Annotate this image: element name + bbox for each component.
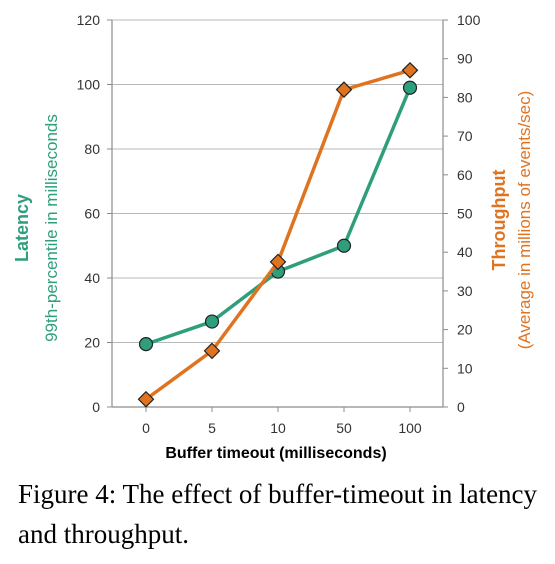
left-tick-label: 120 [77,12,101,28]
right-tick-label: 90 [457,51,473,67]
x-tick-label: 50 [336,420,352,436]
figure-caption: Figure 4: The effect of buffer-timeout i… [18,474,548,554]
latency-point [404,81,417,94]
x-tick-label: 5 [208,420,216,436]
left-tick-label: 80 [84,141,100,157]
left-tick-label: 0 [92,399,100,415]
right-tick-label: 20 [457,322,473,338]
left-axis-subtitle: 99th-percentile in milliseconds [42,114,61,342]
x-axis-label: Buffer timeout (milliseconds) [165,445,386,462]
latency-point [338,239,351,252]
latency-series-line [146,88,410,344]
throughput-point [403,63,418,78]
left-tick-label: 20 [84,335,100,351]
latency-point [206,315,219,328]
grid-lines [112,20,443,343]
right-tick-label: 30 [457,283,473,299]
x-tick-label: 10 [270,420,286,436]
latency-point [140,338,153,351]
right-axis-title: Throughput [489,170,509,271]
left-tick-label: 40 [84,270,100,286]
throughput-series-line [146,70,410,399]
series-layer [139,63,418,407]
right-tick-label: 50 [457,206,473,222]
x-tick-label: 100 [398,420,422,436]
right-tick-label: 70 [457,128,473,144]
left-axis-title: Latency [12,194,32,262]
right-axis-ticks: 0 10 20 30 40 50 60 70 80 90 100 [443,12,481,415]
right-tick-label: 60 [457,167,473,183]
x-tick-label: 0 [142,420,150,436]
right-tick-label: 0 [457,399,465,415]
right-tick-label: 10 [457,360,473,376]
right-axis-subtitle: (Average in millions of events/sec) [515,91,534,350]
left-tick-label: 100 [77,77,101,93]
left-axis-ticks: 0 20 40 60 80 100 120 [77,12,112,415]
right-tick-label: 100 [457,12,481,28]
x-axis-ticks: 0 5 10 50 100 [142,407,422,436]
right-tick-label: 40 [457,244,473,260]
left-tick-label: 60 [84,206,100,222]
right-tick-label: 80 [457,89,473,105]
